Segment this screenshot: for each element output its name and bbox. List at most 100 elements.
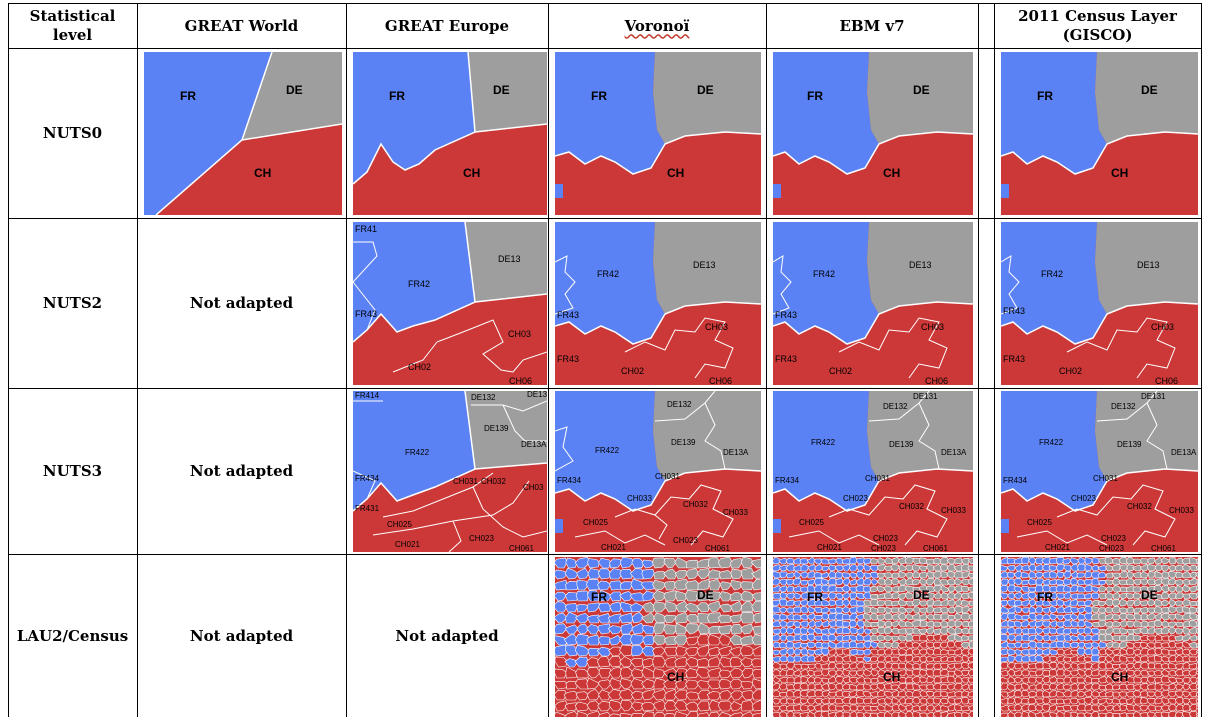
municipality-cell — [1161, 585, 1170, 593]
municipality-cell — [1070, 585, 1079, 593]
municipality-cell — [813, 648, 824, 656]
municipality-cell — [1174, 647, 1184, 656]
municipality-cell — [953, 669, 964, 677]
municipality-cell — [1168, 577, 1177, 586]
municipality-cell — [1154, 711, 1164, 717]
municipality-cell — [620, 623, 634, 635]
municipality-cell — [1111, 635, 1121, 642]
municipality-cell — [806, 690, 816, 698]
municipality-cell — [1182, 578, 1191, 586]
municipality-cell — [933, 577, 942, 586]
municipality-cell — [1126, 564, 1136, 572]
municipality-cell — [1013, 591, 1024, 600]
map-label: CH061 — [1151, 544, 1176, 552]
municipality-cell — [835, 557, 844, 565]
municipality-cell — [640, 581, 656, 591]
municipality-cell — [1126, 641, 1136, 649]
municipality-cell — [841, 654, 852, 663]
map-label: FR42 — [1041, 269, 1063, 279]
municipality-cell — [1147, 655, 1156, 663]
municipality-cell — [1119, 598, 1129, 607]
municipality-cell — [652, 590, 668, 602]
municipality-cell — [1013, 669, 1024, 677]
municipality-cell — [835, 640, 845, 649]
map-nuts2-voronoi: FR42 FR43 FR43 DE13 CH02 CH03 CH06 — [555, 222, 761, 385]
municipality-cell — [1126, 606, 1135, 614]
municipality-cell — [1001, 662, 1009, 670]
municipality-cell — [1119, 564, 1129, 572]
municipality-cell — [1063, 647, 1073, 656]
municipality-cell — [821, 677, 831, 684]
municipality-cell — [778, 607, 788, 614]
municipality-cell — [697, 578, 710, 591]
municipality-cell — [555, 656, 569, 668]
municipality-cell — [1098, 684, 1107, 691]
municipality-cell — [1118, 691, 1128, 698]
municipality-cell — [890, 563, 900, 572]
map-nuts3-voronoi: FR422 FR434 DE132 DE139 DE13A CH031 CH03… — [555, 391, 761, 552]
map-label: FR434 — [1003, 476, 1028, 485]
municipality-cell — [891, 613, 901, 621]
municipality-cell — [1174, 600, 1184, 607]
municipality-cell — [1182, 676, 1191, 684]
municipality-cell — [729, 701, 744, 712]
municipality-cell — [718, 669, 733, 679]
municipality-cell — [1160, 635, 1170, 642]
municipality-cell — [827, 691, 837, 698]
municipality-cell — [1090, 621, 1101, 628]
municipality-cell — [912, 663, 921, 670]
municipality-cell — [1174, 635, 1185, 642]
municipality-cell — [575, 612, 591, 624]
municipality-cell — [663, 624, 678, 635]
municipality-cell — [1112, 655, 1121, 663]
map-label: CH — [1111, 166, 1128, 180]
municipality-cell — [1112, 627, 1122, 635]
municipality-cell — [800, 592, 809, 600]
municipality-cell — [586, 688, 600, 701]
municipality-cell — [1041, 690, 1051, 698]
municipality-cell — [1001, 697, 1009, 705]
municipality-cell — [675, 667, 688, 679]
municipality-cell — [911, 642, 921, 649]
municipality-cell — [1028, 599, 1037, 607]
municipality-cell — [940, 663, 949, 670]
municipality-cell — [586, 614, 601, 624]
municipality-cell — [1182, 655, 1192, 663]
municipality-cell — [1001, 612, 1009, 621]
municipality-cell — [1006, 626, 1016, 635]
municipality-cell — [786, 710, 795, 717]
municipality-cell — [786, 572, 796, 579]
map-label: CH06 — [709, 376, 732, 385]
municipality-cell — [786, 698, 795, 705]
municipality-cell — [1133, 620, 1143, 628]
municipality-cell — [1063, 570, 1072, 579]
municipality-cell — [1118, 613, 1129, 621]
municipality-cell — [862, 683, 873, 691]
municipality-cell — [555, 623, 568, 635]
municipality-cell — [1189, 690, 1198, 698]
municipality-cell — [1084, 593, 1093, 600]
map-nuts2-great-europe: FR41 FR42 FR43 DE13 CH02 CH03 CH06 — [353, 222, 547, 385]
municipality-cell — [897, 612, 907, 621]
municipality-cell — [849, 571, 858, 579]
municipality-cell — [1069, 697, 1080, 705]
municipality-cell — [807, 649, 817, 656]
municipality-cell — [799, 613, 809, 621]
municipality-cell — [1111, 641, 1121, 649]
municipality-cell — [835, 655, 844, 663]
municipality-cell — [1182, 633, 1191, 642]
municipality-cell — [1007, 592, 1016, 600]
municipality-cell — [1098, 633, 1107, 642]
municipality-cell — [961, 677, 970, 684]
municipality-cell — [856, 605, 866, 614]
municipality-cell — [739, 581, 755, 591]
municipality-cell — [1041, 606, 1051, 614]
map-label: DE139 — [671, 438, 696, 447]
municipality-cell — [1153, 578, 1163, 586]
municipality-cell — [1147, 598, 1157, 607]
municipality-cell — [1147, 607, 1157, 614]
municipality-cell — [1084, 668, 1094, 677]
municipality-cell — [827, 619, 837, 628]
municipality-cell — [953, 698, 964, 705]
municipality-cell — [876, 572, 887, 579]
